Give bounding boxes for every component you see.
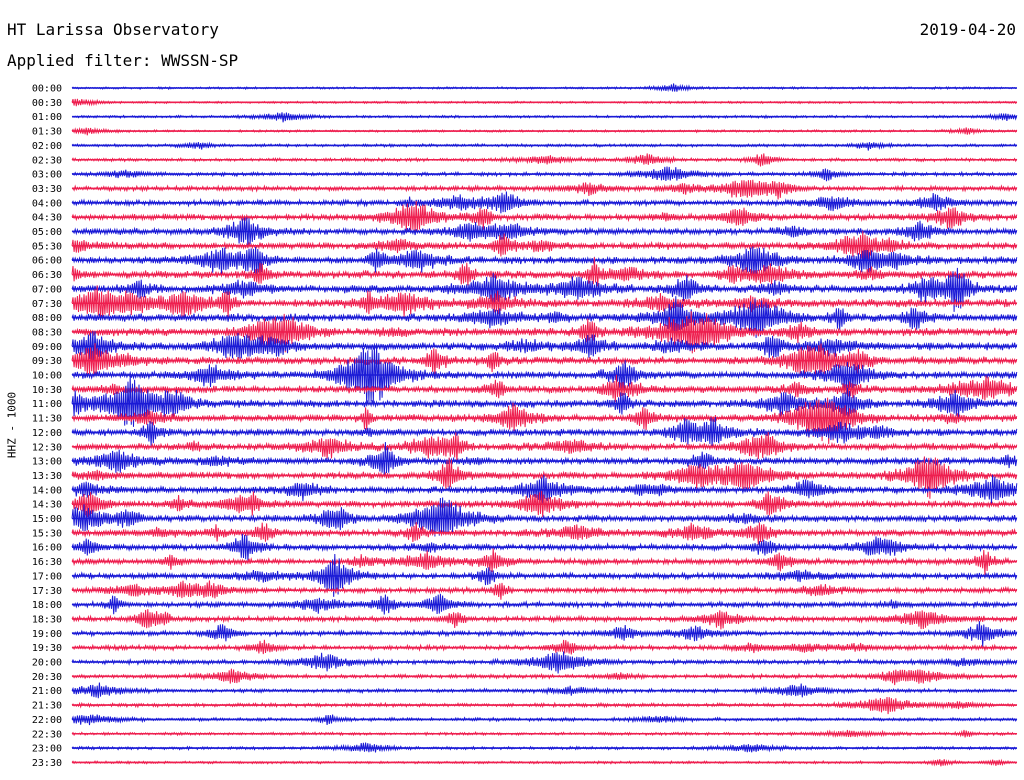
time-label: 22:30 — [32, 729, 62, 740]
time-label: 21:00 — [32, 686, 62, 697]
trace-line — [71, 141, 1018, 151]
time-label: 14:30 — [32, 500, 62, 511]
trace-line — [71, 522, 1018, 545]
time-label: 00:30 — [32, 98, 62, 109]
time-label: 13:00 — [32, 457, 62, 468]
time-label: 08:30 — [32, 327, 62, 338]
time-label: 20:30 — [32, 672, 62, 683]
time-label: 09:30 — [32, 356, 62, 367]
time-label: 23:30 — [32, 758, 62, 769]
time-label: 19:30 — [32, 643, 62, 654]
time-label: 19:00 — [32, 629, 62, 640]
time-label: 07:00 — [32, 284, 62, 295]
trace-line — [71, 345, 1018, 407]
time-label: 20:00 — [32, 658, 62, 669]
trace-line — [71, 179, 1018, 200]
time-label: 15:00 — [32, 514, 62, 525]
time-label: 16:30 — [32, 557, 62, 568]
time-label: 01:30 — [32, 127, 62, 138]
trace-line — [71, 285, 1018, 320]
trace-line — [71, 490, 1018, 518]
time-label: 12:30 — [32, 442, 62, 453]
trace-line — [71, 456, 1018, 499]
time-label: 05:00 — [32, 227, 62, 238]
time-label: 10:30 — [32, 385, 62, 396]
time-label: 09:00 — [32, 342, 62, 353]
time-label: 17:30 — [32, 586, 62, 597]
time-label: 03:30 — [32, 184, 62, 195]
time-label: 07:30 — [32, 299, 62, 310]
filter-label: Applied filter: WWSSN-SP — [7, 51, 239, 70]
time-label: 06:30 — [32, 270, 62, 281]
time-label: 18:30 — [32, 614, 62, 625]
time-label: 02:00 — [32, 141, 62, 152]
date-label: 2019-04-20 — [919, 20, 1016, 39]
time-label: 11:30 — [32, 414, 62, 425]
time-label: 06:00 — [32, 256, 62, 267]
time-label: 15:30 — [32, 528, 62, 539]
time-label: 08:00 — [32, 313, 62, 324]
time-label: 14:00 — [32, 485, 62, 496]
time-label: 00:00 — [32, 84, 62, 95]
time-label: 02:30 — [32, 155, 62, 166]
time-label: 05:30 — [32, 241, 62, 252]
time-label: 10:00 — [32, 371, 62, 382]
time-label: 22:00 — [32, 715, 62, 726]
time-label: 18:00 — [32, 600, 62, 611]
time-label: 23:00 — [32, 744, 62, 755]
time-label: 16:00 — [32, 543, 62, 554]
time-label: 01:00 — [32, 112, 62, 123]
time-label: 12:00 — [32, 428, 62, 439]
time-label: 17:00 — [32, 571, 62, 582]
trace-line — [71, 246, 1018, 276]
time-label: 11:00 — [32, 399, 62, 410]
time-label: 04:30 — [32, 213, 62, 224]
station-title: HT Larissa Observatory — [7, 20, 219, 39]
time-label: 13:30 — [32, 471, 62, 482]
time-label: 04:00 — [32, 198, 62, 209]
time-label: 21:30 — [32, 701, 62, 712]
time-label: 03:00 — [32, 170, 62, 181]
